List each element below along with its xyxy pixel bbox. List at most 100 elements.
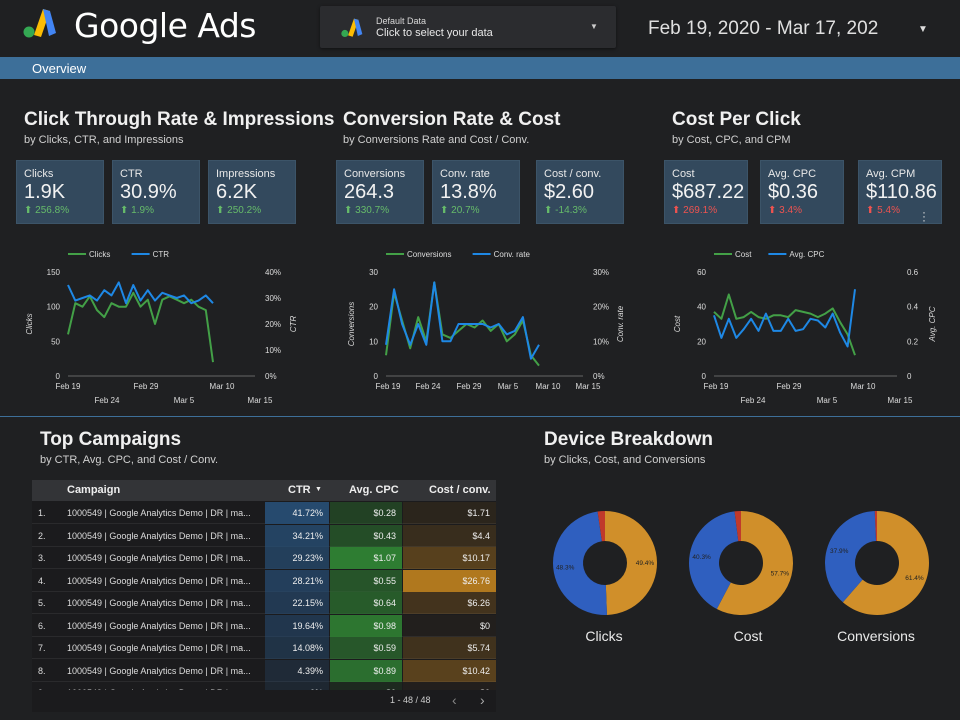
row-number: 7. — [38, 643, 46, 653]
arrow-up-icon: ⬆ — [544, 205, 553, 216]
x-tick: Mar 15 — [888, 396, 913, 405]
kpi-delta: 1.9% — [131, 205, 154, 216]
donut-slice — [605, 511, 657, 615]
donut-slice — [734, 511, 741, 542]
campaign-name: 1000549 | Google Analytics Demo | DR | m… — [67, 508, 251, 518]
tab-overview[interactable]: Overview — [32, 61, 87, 76]
avg-cpc-cell: $0.98 — [330, 614, 402, 637]
donut-label-conversions: Conversions — [837, 628, 915, 644]
more-options-icon[interactable]: · · · — [922, 205, 926, 227]
y-tick-right: 10% — [593, 337, 609, 346]
cost-conv-value: $10.42 — [462, 665, 490, 676]
avg-cpc-value: $1.07 — [373, 553, 396, 563]
col-header-avg-cpc[interactable]: Avg. CPC — [349, 484, 399, 496]
section-subtitle-cpc: by Cost, CPC, and CPM — [672, 134, 791, 146]
avg-cpc-cell: $0.64 — [330, 592, 402, 614]
row-number: 5. — [38, 598, 46, 608]
legend-label: Cost — [735, 250, 752, 259]
x-tick: Feb 29 — [134, 382, 159, 391]
col-header-ctr[interactable]: CTR — [288, 484, 311, 496]
table-row[interactable]: 2. 1000549 | Google Analytics Demo | DR |… — [32, 524, 496, 547]
nav-bar: Overview — [0, 57, 960, 79]
table-row[interactable]: 7. 1000549 | Google Analytics Demo | DR |… — [32, 637, 496, 659]
section-subtitle-campaigns: by CTR, Avg. CPC, and Cost / Conv. — [40, 454, 219, 466]
cost-conv-cell: $10.17 — [403, 547, 496, 569]
y-tick-left: 20 — [697, 337, 706, 346]
date-range-picker[interactable]: Feb 19, 2020 - Mar 17, 202 — [648, 18, 879, 39]
campaign-name: 1000549 | Google Analytics Demo | DR | m… — [67, 665, 251, 676]
datasource-selector[interactable]: Default Data Click to select your data ▼ — [320, 6, 616, 48]
y-tick-right: 20% — [265, 320, 281, 329]
kpi-value: $110.86 — [866, 181, 937, 203]
row-number: 4. — [38, 575, 46, 586]
legend-label: Conversions — [407, 250, 451, 259]
table-row[interactable]: 5. 1000549 | Google Analytics Demo | DR |… — [32, 592, 496, 614]
y-axis-label-right: Conv. rate — [616, 305, 625, 342]
ctr-value: 34.21% — [292, 530, 323, 541]
kpi-card-cost-conv: Cost / conv. $2.60 ⬆ -14.3% — [536, 160, 624, 224]
kpi-label: Conversions — [344, 168, 406, 180]
y-tick-right: 30% — [593, 268, 609, 277]
table-row[interactable]: 1. 1000549 | Google Analytics Demo | DR |… — [32, 502, 496, 524]
section-subtitle-conversion: by Conversions Rate and Cost / Conv. — [343, 134, 530, 146]
avg-cpc-value: $0.55 — [373, 575, 396, 586]
section-title-device: Device Breakdown — [544, 429, 713, 450]
donut-slice — [597, 511, 605, 542]
ctr-cell: 4.39% — [265, 659, 329, 682]
y-tick-left: 0 — [56, 372, 61, 381]
legend-label: CTR — [153, 250, 170, 259]
kpi-card-avg-cpm: Avg. CPM $110.86 ⬆ 5.4% — [858, 160, 942, 224]
sort-desc-icon[interactable]: ▼ — [315, 486, 322, 493]
donut-slice — [842, 511, 929, 615]
y-tick-left: 150 — [47, 268, 61, 277]
table-row[interactable]: 6. 1000549 | Google Analytics Demo | DR |… — [32, 614, 496, 637]
arrow-up-icon: ⬆ — [120, 205, 129, 216]
table-row[interactable]: 4. 1000549 | Google Analytics Demo | DR |… — [32, 569, 496, 592]
avg-cpc-cell: $0.59 — [330, 637, 402, 659]
table-row[interactable]: 3. 1000549 | Google Analytics Demo | DR |… — [32, 547, 496, 569]
col-header-campaign[interactable]: Campaign — [67, 484, 121, 496]
donut-slice — [874, 511, 877, 542]
series-line-ctr — [67, 281, 214, 305]
donut-slice-label: 37.9% — [830, 548, 849, 555]
arrow-up-icon: ⬆ — [24, 205, 33, 216]
avg-cpc-cell: $0.89 — [330, 659, 402, 682]
x-tick: Mar 15 — [576, 382, 601, 391]
arrow-down-icon: ⬆ — [866, 205, 875, 216]
avg-cpc-value: $0.64 — [373, 598, 396, 608]
arrow-up-icon: ⬆ — [344, 205, 353, 216]
y-tick-left: 10 — [369, 337, 378, 346]
cost-conv-cell: $5.74 — [403, 637, 496, 659]
datasource-logo-icon — [341, 18, 363, 38]
ctr-line-chart: Clicks CTR 0 50 100 150 0% 10% 20% 30% 40% Clicks CT… — [25, 250, 298, 405]
x-tick: Feb 29 — [457, 382, 482, 391]
x-tick: Feb 24 — [741, 396, 766, 405]
campaign-name: 1000549 | Google Analytics Demo | DR | m… — [67, 598, 251, 608]
cost-conv-cell: $1.71 — [403, 502, 496, 524]
avg-cpc-value: $0.89 — [373, 665, 396, 676]
section-subtitle-device: by Clicks, Cost, and Conversions — [544, 454, 706, 466]
y-tick-left: 50 — [51, 337, 60, 346]
x-tick: Mar 5 — [498, 382, 519, 391]
x-tick: Feb 24 — [416, 382, 441, 391]
y-tick-right: 40% — [265, 268, 281, 277]
chevron-right-icon[interactable]: › — [480, 692, 485, 708]
ctr-value: 4.39% — [297, 665, 323, 676]
y-tick-right: 0% — [593, 372, 605, 381]
donut-slice — [553, 511, 607, 615]
row-number: 2. — [38, 530, 46, 541]
campaign-name: 1000549 | Google Analytics Demo | DR | m… — [67, 575, 251, 586]
date-dropdown-arrow-icon[interactable]: ▼ — [918, 24, 928, 35]
y-axis-label-left: Cost — [673, 315, 682, 332]
x-tick: Mar 5 — [174, 396, 195, 405]
x-tick: Feb 29 — [777, 382, 802, 391]
dropdown-arrow-icon[interactable]: ▼ — [590, 22, 598, 31]
kpi-delta: 5.4% — [877, 205, 900, 216]
chevron-left-icon[interactable]: ‹ — [452, 692, 457, 708]
cost-conv-value: $0 — [479, 620, 490, 631]
legend-label: Avg. CPC — [789, 250, 824, 259]
y-tick-left: 30 — [369, 268, 378, 277]
y-tick-right: 10% — [265, 346, 281, 355]
col-header-cost-conv[interactable]: Cost / conv. — [429, 484, 491, 496]
table-row[interactable]: 8. 1000549 | Google Analytics Demo | DR |… — [32, 659, 496, 682]
